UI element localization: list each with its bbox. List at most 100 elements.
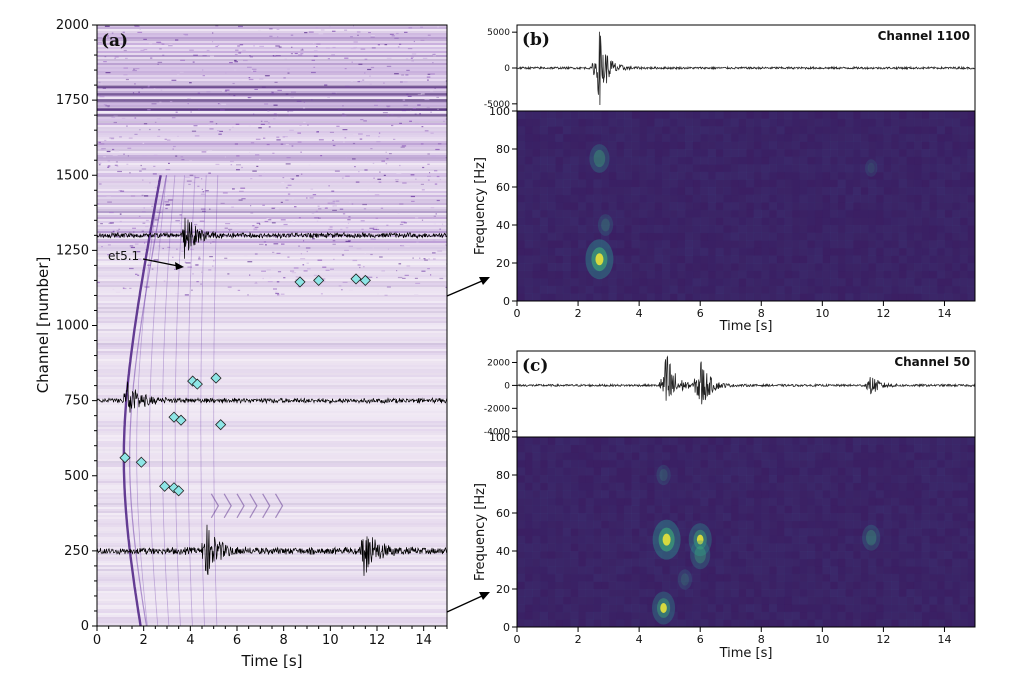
spectrogram-cell <box>639 437 648 446</box>
spectrogram-cell <box>936 156 945 165</box>
spectrogram-cell <box>547 520 556 529</box>
spectrogram-cell <box>807 293 815 301</box>
spectrogram-cell <box>517 164 526 173</box>
spectrogram-cell <box>684 589 694 598</box>
spectrogram-cell <box>570 171 579 180</box>
texture-speck <box>230 164 233 166</box>
texture-speck <box>142 222 146 224</box>
spectrogram-cell <box>967 179 975 187</box>
spectrogram-cell <box>876 134 884 142</box>
spectrogram-cell <box>555 202 564 211</box>
spectrogram-cell <box>929 285 938 294</box>
spectrogram-cell <box>960 172 968 180</box>
texture-band <box>97 545 447 547</box>
texture-speck <box>290 177 295 180</box>
texture-speck <box>291 178 294 180</box>
spectrogram-cell <box>898 505 907 514</box>
texture-band <box>97 349 447 351</box>
texture-speck <box>202 191 204 193</box>
spectrogram-cell <box>669 437 678 446</box>
spectrogram-cell <box>837 513 846 522</box>
texture-speck <box>331 92 337 94</box>
spectrogram-cell <box>608 566 617 575</box>
spectrogram-cell <box>730 232 739 241</box>
spectrogram-cell <box>570 134 578 142</box>
spectrogram-cell <box>861 513 869 521</box>
texture-speck <box>173 145 176 148</box>
texture-speck <box>370 148 373 150</box>
spectrogram-cell <box>883 452 892 461</box>
spectrogram-cell <box>768 111 778 120</box>
texture-speck <box>119 220 122 223</box>
spectrogram-cell <box>631 164 640 173</box>
spectrogram-cell <box>585 520 594 529</box>
spectrogram-cell <box>639 187 648 196</box>
spectrogram-cell <box>921 133 930 142</box>
spectrogram-cell <box>631 255 640 264</box>
spectrogram-cell <box>822 490 830 498</box>
texture-speck <box>417 104 421 106</box>
texture-speck <box>159 48 162 50</box>
spectrogram-cell <box>631 513 640 522</box>
spectrogram-cell <box>944 535 953 544</box>
spectrogram-cell <box>868 255 877 264</box>
spectrogram-cell <box>647 445 655 453</box>
spectrogram-cell <box>761 490 769 498</box>
spectrogram-cell <box>608 225 617 234</box>
spectrogram-cell <box>799 240 808 249</box>
spectrogram-cell <box>899 111 907 119</box>
spectrogram-cell <box>707 171 716 180</box>
spectrogram-cell <box>837 551 846 560</box>
spectrogram-cell <box>540 574 548 582</box>
spectrogram-cell <box>616 149 624 157</box>
spectrogram-cell <box>555 581 564 590</box>
texture-speck <box>224 90 227 92</box>
spectrogram-cell <box>708 574 716 582</box>
texture-speck <box>407 95 412 97</box>
spectrogram-cell <box>822 225 831 234</box>
texture-speck <box>316 43 321 45</box>
texture-speck <box>332 236 336 238</box>
texture-speck <box>384 294 388 296</box>
spectrogram-cell <box>715 437 724 446</box>
panel-b-title: Channel 1100 <box>878 29 970 43</box>
texture-speck <box>397 46 400 48</box>
spectrogram-cell <box>738 247 747 256</box>
spectrogram-cell <box>768 611 778 620</box>
spectrogram-cell <box>646 164 655 173</box>
spectrogram-cell <box>937 149 945 157</box>
spectrogram-cell <box>829 551 839 560</box>
texture-dark-line <box>97 114 447 117</box>
spectrogram-cell <box>891 202 900 211</box>
spectrogram-cell <box>937 490 945 498</box>
texture-speck <box>254 282 258 284</box>
spectrogram-cell <box>593 225 602 234</box>
texture-speck <box>363 266 365 268</box>
spectrogram-cell <box>753 187 762 196</box>
texture-speck <box>282 177 285 179</box>
spectrogram-cell <box>899 149 907 157</box>
spectrogram-cell <box>845 497 854 506</box>
texture-speck <box>234 59 237 62</box>
spectrogram-cell <box>532 156 541 165</box>
texture-band <box>97 531 447 533</box>
texture-band <box>97 601 447 603</box>
spectrogram-cell <box>929 164 938 173</box>
spectrogram-cell <box>814 497 823 506</box>
spectrogram-cell <box>677 263 686 272</box>
spectrogram-cell <box>746 513 754 521</box>
spectrogram-cell <box>944 225 953 234</box>
spectrogram-cell <box>921 513 930 522</box>
spectrogram-cell <box>562 164 571 173</box>
spectrogram-cell <box>600 444 610 453</box>
spectrogram-cell <box>922 225 930 233</box>
spectrogram-cell <box>845 520 854 529</box>
spectrogram-cell <box>547 589 556 598</box>
texture-speck <box>237 289 241 291</box>
spectrogram-cell <box>807 475 816 484</box>
spectrogram-cell <box>578 483 586 491</box>
spectrogram-cell <box>860 581 869 590</box>
spectrogram-cell <box>593 179 602 188</box>
spectrogram-cell <box>936 604 945 613</box>
spectrogram-cell <box>754 126 762 134</box>
